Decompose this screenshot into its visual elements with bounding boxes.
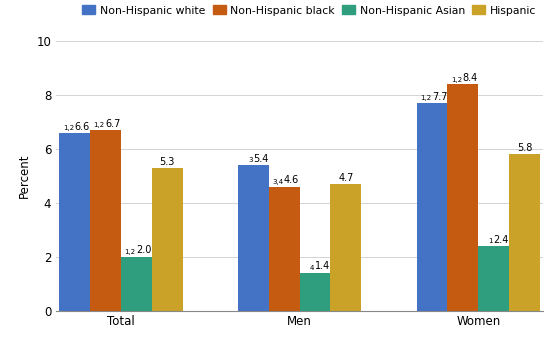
Text: 5.3: 5.3 [160, 157, 175, 167]
Text: 5.8: 5.8 [517, 143, 532, 153]
Bar [238, 165, 269, 310]
Text: 6.7: 6.7 [105, 119, 121, 129]
Text: 6.6: 6.6 [74, 121, 90, 131]
Text: 1,2: 1,2 [124, 249, 136, 255]
Text: 5.4: 5.4 [253, 154, 269, 164]
Text: 2.0: 2.0 [136, 245, 152, 255]
Text: 1.4: 1.4 [315, 262, 330, 272]
Bar [90, 130, 121, 310]
Bar [59, 133, 90, 310]
Text: 1,2: 1,2 [94, 122, 105, 128]
Bar [152, 168, 183, 310]
Text: 4: 4 [310, 265, 314, 271]
Text: 1: 1 [488, 238, 493, 244]
Text: 3,4: 3,4 [272, 179, 283, 185]
Text: 2.4: 2.4 [493, 235, 509, 245]
Text: 8.4: 8.4 [463, 73, 478, 83]
Y-axis label: Percent: Percent [18, 154, 31, 198]
Text: 3: 3 [248, 157, 253, 163]
Text: 4.7: 4.7 [338, 173, 353, 183]
Bar [330, 184, 361, 310]
Text: 4.6: 4.6 [284, 175, 299, 185]
Text: 7.7: 7.7 [432, 92, 447, 102]
Bar [300, 273, 330, 311]
Bar [269, 187, 300, 310]
Bar [121, 257, 152, 310]
Bar [417, 103, 447, 310]
Bar [447, 85, 478, 310]
Text: 1,2: 1,2 [63, 125, 74, 131]
Text: 1,2: 1,2 [420, 96, 431, 101]
Bar [478, 246, 509, 310]
Bar [509, 155, 540, 310]
Legend: Non-Hispanic white, Non-Hispanic black, Non-Hispanic Asian, Hispanic: Non-Hispanic white, Non-Hispanic black, … [78, 1, 540, 20]
Text: 1,2: 1,2 [451, 77, 462, 82]
